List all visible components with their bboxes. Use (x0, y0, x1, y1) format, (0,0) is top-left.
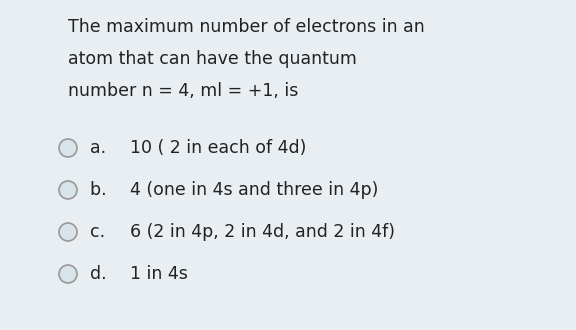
Text: 10 ( 2 in each of 4d): 10 ( 2 in each of 4d) (130, 139, 306, 157)
Ellipse shape (59, 139, 77, 157)
Text: 6 (2 in 4p, 2 in 4d, and 2 in 4f): 6 (2 in 4p, 2 in 4d, and 2 in 4f) (130, 223, 395, 241)
Text: The maximum number of electrons in an: The maximum number of electrons in an (68, 18, 425, 36)
Text: number n = 4, ml = +1, is: number n = 4, ml = +1, is (68, 82, 298, 100)
Ellipse shape (59, 265, 77, 283)
Text: c.: c. (90, 223, 122, 241)
Text: b.: b. (90, 181, 118, 199)
Text: 1 in 4s: 1 in 4s (130, 265, 188, 283)
Text: d.: d. (90, 265, 118, 283)
Text: atom that can have the quantum: atom that can have the quantum (68, 50, 357, 68)
Ellipse shape (59, 223, 77, 241)
Ellipse shape (59, 181, 77, 199)
Text: a.: a. (90, 139, 123, 157)
Text: 4 (one in 4s and three in 4p): 4 (one in 4s and three in 4p) (130, 181, 378, 199)
